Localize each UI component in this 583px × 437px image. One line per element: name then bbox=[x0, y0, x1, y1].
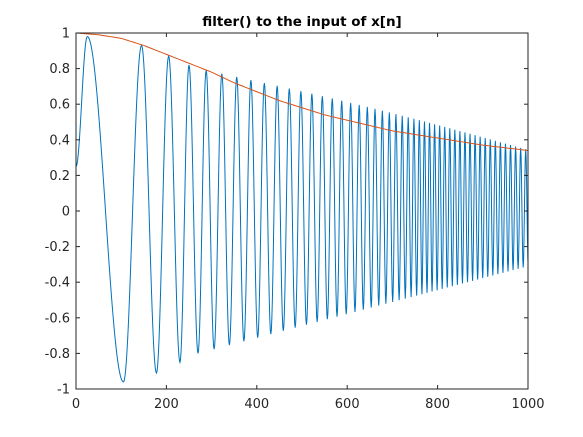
y-tick-label: -0.4 bbox=[45, 276, 70, 291]
x-tick-label: 400 bbox=[244, 397, 269, 412]
y-tick-label: 0 bbox=[62, 205, 70, 220]
y-tick-label: 0.4 bbox=[49, 133, 70, 148]
y-tick-label: 1 bbox=[62, 27, 70, 42]
y-tick-label: 0.2 bbox=[49, 169, 70, 184]
plot-area bbox=[76, 33, 528, 389]
x-tick-label: 800 bbox=[425, 397, 450, 412]
y-tick-label: -0.2 bbox=[45, 240, 70, 255]
x-tick-label: 0 bbox=[72, 397, 80, 412]
y-tick-label: -1 bbox=[57, 383, 70, 398]
x-tick-label: 1000 bbox=[511, 397, 544, 412]
x-tick-label: 600 bbox=[335, 397, 360, 412]
y-tick-label: 0.6 bbox=[49, 98, 70, 113]
y-tick-label: -0.6 bbox=[45, 311, 70, 326]
chart-title: filter() to the input of x[n] bbox=[202, 14, 401, 30]
x-tick-label: 200 bbox=[154, 397, 179, 412]
y-tick-label: 0.8 bbox=[49, 62, 70, 77]
y-tick-label: -0.8 bbox=[45, 347, 70, 362]
